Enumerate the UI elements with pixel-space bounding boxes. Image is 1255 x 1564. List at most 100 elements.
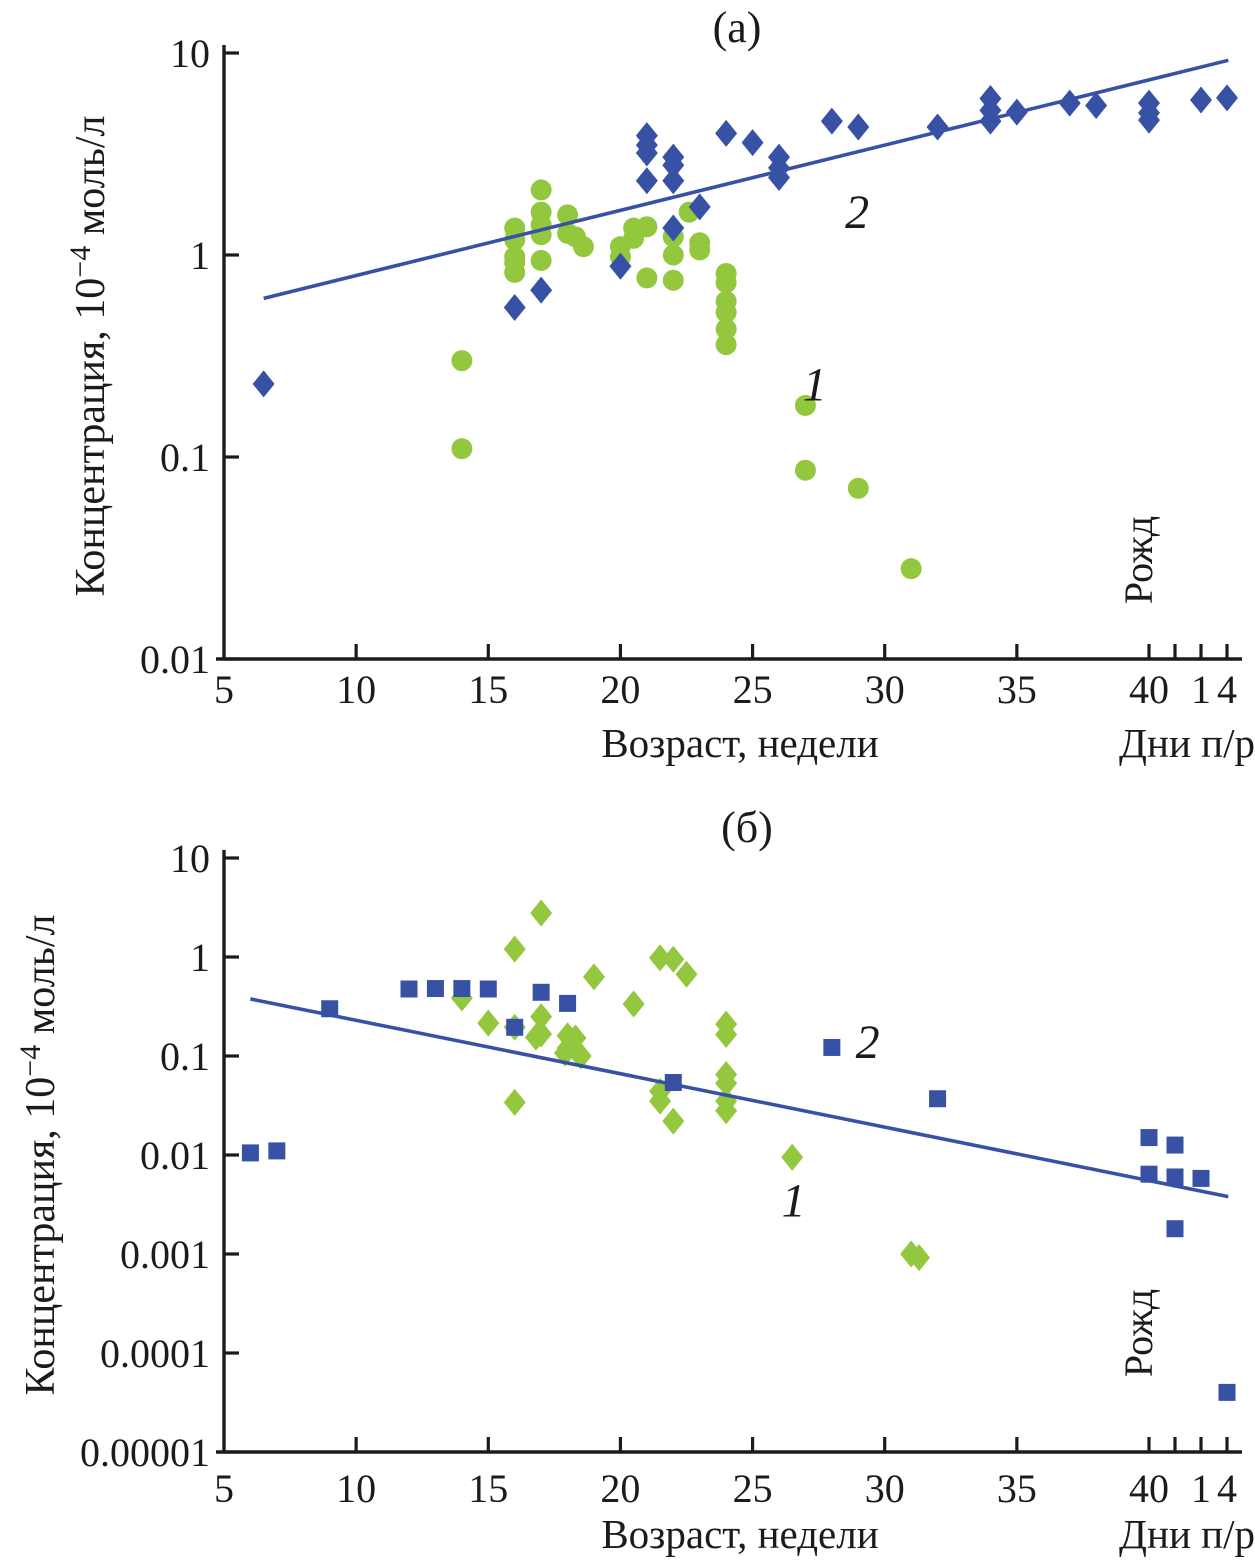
point-b-series2-square <box>1140 1129 1158 1147</box>
point-a-series2-diamond <box>741 129 764 157</box>
birth-label: Рожд <box>1116 516 1161 604</box>
point-b-series1-diamond <box>583 963 606 991</box>
x-tick-label-day: 4 <box>1217 1466 1237 1511</box>
point-a-series1-circle <box>504 261 526 283</box>
y-tick-label: 0.1 <box>160 435 210 480</box>
point-a-series2-diamond <box>662 167 685 195</box>
y-axis-title: Концентрация, 10−4 моль/л <box>14 915 64 1396</box>
x-tick-label: 10 <box>336 667 376 712</box>
point-a-series2-diamond <box>1190 86 1212 114</box>
point-a-series2-diamond <box>926 113 949 141</box>
point-b-series1-diamond <box>649 944 672 972</box>
panel-title-b: (б) <box>721 803 773 852</box>
y-tick-label: 0.0001 <box>100 1331 210 1376</box>
point-a-series2-diamond <box>1085 91 1108 119</box>
y-tick-label: 0.01 <box>140 637 210 682</box>
point-a-series1-circle <box>794 459 816 481</box>
point-a-series1-circle <box>451 438 473 460</box>
point-a-series2-diamond <box>530 276 553 304</box>
point-b-series2-square <box>559 994 577 1012</box>
birth-label: Рожд <box>1116 1289 1161 1377</box>
point-b-series1-diamond <box>477 1009 500 1037</box>
trendline-b <box>250 997 1229 1199</box>
point-b-series1-diamond <box>908 1244 931 1272</box>
point-a-series1-circle <box>794 394 816 416</box>
x-tick-label: 25 <box>733 1466 773 1511</box>
point-a-series2-diamond <box>252 370 275 398</box>
point-a-series2-diamond <box>1058 89 1081 117</box>
point-b-series2-square <box>479 980 497 998</box>
x-tick-label: 5 <box>214 1466 234 1511</box>
point-b-series2-square <box>1166 1136 1184 1154</box>
x-axis-caption-days: Дни п/р <box>1119 1511 1255 1557</box>
point-b-series2-square <box>664 1073 682 1091</box>
y-tick-label: 10 <box>170 31 210 76</box>
point-a-series2-diamond <box>768 163 791 191</box>
x-tick-label-day: 1 <box>1191 1466 1211 1511</box>
x-tick-label: 20 <box>600 667 640 712</box>
point-b-series2-square <box>268 1142 286 1160</box>
point-b-series2-square <box>321 1000 339 1018</box>
point-b-series2-square <box>1218 1383 1236 1401</box>
series-label-annotation: 2 <box>845 186 869 239</box>
point-a-series2-diamond <box>503 293 526 321</box>
x-tick-label: 20 <box>600 1466 640 1511</box>
point-a-series1-circle <box>900 558 922 580</box>
point-b-series2-square <box>453 980 471 998</box>
point-a-series1-circle <box>557 204 579 226</box>
point-b-series2-square <box>1192 1169 1210 1187</box>
x-tick-label-day: 4 <box>1217 667 1237 712</box>
x-tick-label: 30 <box>865 667 905 712</box>
point-b-series1-diamond <box>715 1097 738 1125</box>
point-a-series2-diamond <box>662 151 685 179</box>
x-tick-label: 30 <box>865 1466 905 1511</box>
panel-title-a: (а) <box>713 3 762 52</box>
y-tick-label: 0.1 <box>160 1034 210 1079</box>
point-b-series2-square <box>823 1038 841 1056</box>
point-a-series1-circle <box>662 244 684 266</box>
point-a-series1-circle <box>451 350 473 372</box>
point-a-series2-diamond <box>1005 98 1028 126</box>
x-tick-label: 35 <box>997 1466 1037 1511</box>
y-tick-label: 0.00001 <box>80 1430 210 1475</box>
point-a-series2-diamond <box>847 113 870 141</box>
y-tick-label: 1 <box>190 935 210 980</box>
x-tick-label: 15 <box>468 1466 508 1511</box>
point-a-series2-diamond <box>1216 84 1238 112</box>
axis-lines-b <box>216 850 1242 1454</box>
x-tick-label: 15 <box>468 667 508 712</box>
point-b-series2-square <box>241 1144 259 1162</box>
point-b-series1-diamond <box>530 899 553 927</box>
point-a-series1-circle <box>572 236 594 258</box>
x-tick-label: 40 <box>1129 1466 1169 1511</box>
x-tick-label: 25 <box>733 667 773 712</box>
point-b-series1-diamond <box>569 1042 592 1070</box>
point-b-series1-diamond <box>715 1020 738 1048</box>
y-tick-label: 1 <box>190 233 210 278</box>
point-a-series1-circle <box>636 216 658 238</box>
series-label-annotation: 2 <box>856 1016 880 1069</box>
x-tick-label: 5 <box>214 667 234 712</box>
point-b-series1-diamond <box>662 1107 685 1135</box>
point-b-series1-diamond <box>503 935 526 963</box>
y-tick-label: 10 <box>170 836 210 881</box>
axis-lines-a <box>216 45 1242 661</box>
point-a-series1-circle <box>715 272 737 294</box>
point-b-series2-square <box>400 980 418 998</box>
point-b-series2-square <box>506 1018 524 1036</box>
point-a-series2-diamond <box>609 252 632 280</box>
point-a-series2-diamond <box>635 167 658 195</box>
point-b-series1-diamond <box>675 960 698 988</box>
series-label-annotation: 1 <box>782 1174 806 1227</box>
series-label-annotation: 1 <box>803 359 827 412</box>
point-b-series1-diamond <box>781 1143 804 1171</box>
point-a-series2-diamond <box>715 119 738 147</box>
point-b-series2-square <box>532 983 550 1001</box>
point-b-series2-square <box>1166 1168 1184 1186</box>
trendline-a <box>263 58 1229 301</box>
point-b-series1-diamond <box>524 1023 547 1051</box>
point-b-series2-square <box>1140 1165 1158 1183</box>
